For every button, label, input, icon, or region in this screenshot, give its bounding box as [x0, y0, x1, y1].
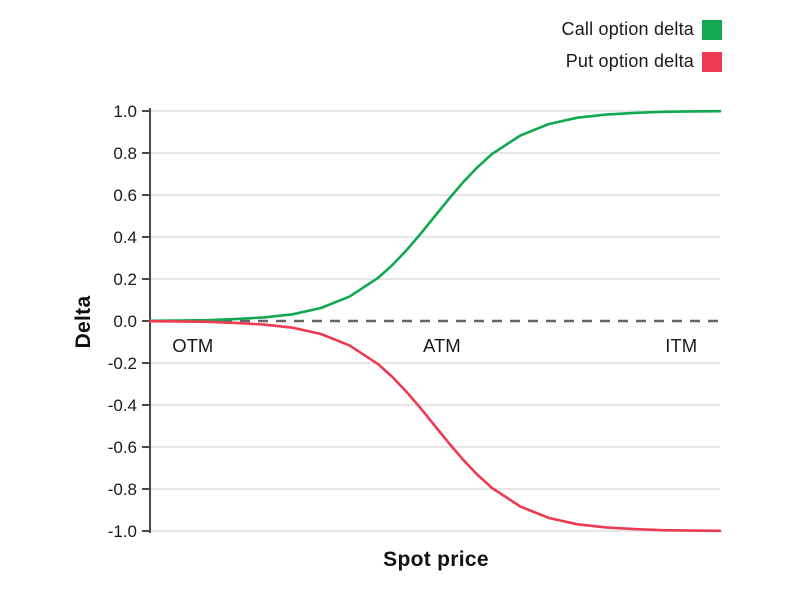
legend-swatch-put-icon: [702, 51, 722, 72]
legend-item-put: Put option delta: [566, 51, 722, 72]
y-tick-label: -1.0: [108, 522, 137, 541]
zone-label-itm: ITM: [665, 335, 697, 356]
legend-swatch-call-icon: [702, 19, 722, 40]
y-tick-label: 0.6: [113, 186, 137, 205]
y-tick-label: -0.8: [108, 480, 137, 499]
legend-item-call: Call option delta: [561, 19, 722, 40]
y-tick-label: 0.2: [113, 270, 137, 289]
grid-layer: [150, 110, 720, 532]
y-tick-label: 1.0: [113, 102, 137, 121]
legend-label-put: Put option delta: [565, 51, 694, 71]
y-tick-label: 0.8: [113, 144, 137, 163]
call-delta-curve: [148, 109, 722, 323]
zone-label-layer: OTM ATM ITM: [172, 335, 697, 356]
zone-label-atm: ATM: [423, 335, 461, 356]
zone-label-otm: OTM: [172, 335, 213, 356]
chart-legend: Call option delta Put option delta: [561, 19, 722, 72]
y-axis-title: Delta: [72, 296, 95, 349]
y-tick-label: -0.6: [108, 438, 137, 457]
y-tick-label: -0.2: [108, 354, 137, 373]
legend-label-call: Call option delta: [561, 19, 694, 39]
y-tick-label: -0.4: [108, 396, 137, 415]
curve-layer: [148, 109, 722, 533]
y-tick-label: 0.4: [113, 228, 137, 247]
y-tick-label: 0.0: [113, 312, 137, 331]
put-delta-curve: [148, 319, 722, 533]
x-axis-title: Spot price: [383, 548, 489, 571]
axis-layer: 1.0 0.8 0.6 0.4 0.2 0.0 -0.2 -0.4 -0.6 -0.8 -1.0: [108, 102, 151, 541]
